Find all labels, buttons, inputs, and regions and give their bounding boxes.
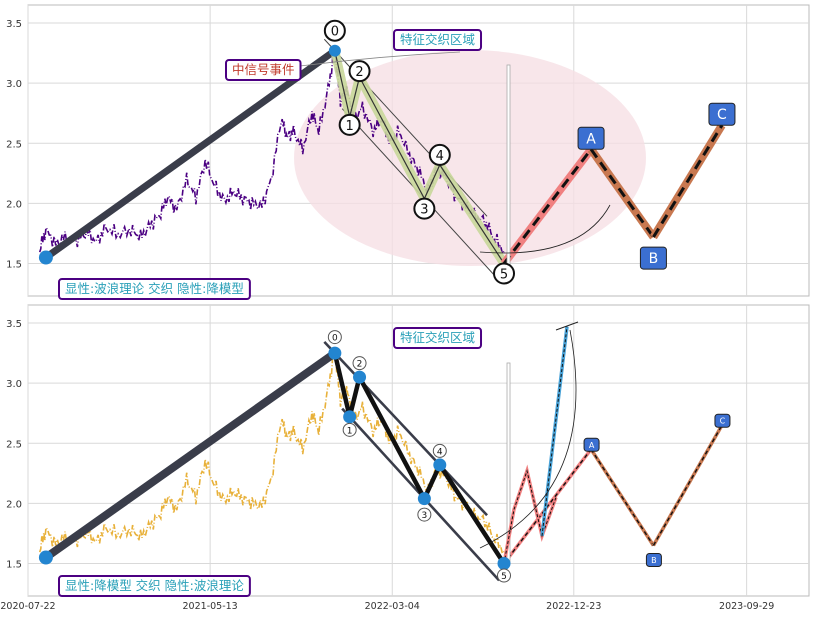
wave-label: 3	[420, 203, 428, 218]
wave-label-circle	[338, 113, 361, 136]
wave-label: 5	[501, 572, 507, 582]
footer-annotation-box	[58, 278, 251, 300]
wave-label: 0	[332, 334, 338, 344]
y-tick-label: 3.0	[6, 379, 22, 390]
event-annotation: 中信号事件	[232, 62, 295, 77]
wave-marker	[433, 458, 447, 472]
wave-line	[332, 352, 506, 565]
wave-marker	[328, 44, 341, 57]
y-tick-label: 3.5	[6, 319, 22, 330]
x-tick-label: 2023-09-29	[719, 601, 774, 612]
y-tick-label: 3.5	[6, 19, 22, 30]
panel-top: 1.5 2.0 2.5 3.0 3.5 0 1 2 3 4 5 A B C 中信号事件 特征交织区域显性:波浪…	[6, 4, 810, 300]
arrow-head	[555, 321, 579, 331]
wave-label: 2	[355, 65, 363, 80]
arrow-arc	[479, 329, 577, 549]
footer-annotation-box	[58, 575, 251, 597]
x-tick-label: 2022-03-04	[365, 601, 420, 612]
zone-pointer	[299, 51, 461, 67]
projection-line	[652, 124, 724, 238]
arrow-arc	[479, 204, 611, 254]
wave-marker	[343, 410, 357, 424]
projection-line	[590, 448, 655, 546]
wave-label-circle	[497, 568, 512, 583]
impulse-segment	[41, 349, 339, 562]
wave-label-circle	[348, 60, 371, 83]
event-annotation-box	[225, 59, 302, 81]
wave-label-circle	[493, 262, 516, 285]
wave-label: 4	[436, 149, 444, 164]
y-tick-label: 2.0	[6, 499, 22, 510]
x-tick-label: 2020-07-22	[0, 601, 55, 612]
wave-marker	[497, 557, 511, 571]
wave-label: 4	[437, 447, 443, 457]
wave-label: 3	[421, 511, 427, 521]
projection-label-box	[645, 552, 662, 567]
projection-label: C	[717, 107, 727, 123]
start-marker	[38, 550, 53, 565]
wave-line	[334, 50, 505, 264]
wave-label: 2	[357, 360, 363, 370]
y-tick-label: 2.0	[6, 199, 22, 210]
wave-label: 5	[500, 268, 508, 283]
zone-annotation-box	[393, 327, 483, 349]
y-tick-label: 2.5	[6, 139, 22, 150]
wave-label-circle	[327, 330, 342, 345]
projection-line	[502, 148, 593, 265]
wave-label-circle	[417, 507, 432, 522]
oscillation-line	[503, 469, 557, 564]
projection-label-box	[639, 246, 667, 270]
projection-label: A	[586, 131, 596, 147]
price-series-line	[38, 348, 505, 556]
projection-label: A	[589, 441, 595, 450]
zone-annotation: 特征交织区域	[400, 330, 475, 345]
footer-annotation: 显性:波浪理论 交织 隐性:降模型	[65, 281, 244, 296]
y-tick-label: 1.5	[6, 260, 22, 271]
zone-annotation: 特征交织区域	[400, 32, 475, 47]
wave-label-circle	[323, 19, 346, 42]
projection-label: C	[720, 417, 726, 426]
plot-content	[38, 38, 726, 281]
wave-label: 1	[346, 119, 354, 134]
projection-label: B	[651, 556, 657, 565]
vertical-marker	[506, 64, 511, 266]
x-tick-label: 2021-05-13	[183, 601, 238, 612]
start-marker	[38, 250, 53, 265]
wave-label-circle	[352, 356, 367, 371]
projection-label-box	[577, 126, 605, 150]
wave-label: 0	[331, 25, 339, 40]
wave-label-circle	[428, 143, 451, 166]
feature-zone-ellipse	[294, 50, 646, 266]
projection-label-box	[708, 102, 736, 126]
footer-annotation: 显性:降模型 交织 隐性:波浪理论	[65, 578, 244, 593]
y-tick-label: 3.0	[6, 79, 22, 90]
projection-line	[589, 148, 655, 238]
projection-label-box	[583, 437, 600, 452]
x-tick-label: 2022-12-23	[546, 601, 601, 612]
wave-marker	[417, 492, 431, 506]
projection-line	[652, 424, 723, 546]
wave-label-circle	[342, 422, 357, 437]
panel-bottom: 1.5 2.0 2.5 3.0 3.5 2020-07-22 2021-05-13 2022-…	[0, 304, 810, 612]
impulse-segment	[42, 47, 339, 262]
wave-marker	[328, 346, 342, 360]
channel-line-upper	[323, 341, 488, 517]
y-tick-label: 2.5	[6, 439, 22, 450]
wave-label: 1	[347, 426, 353, 436]
price-series-line	[38, 48, 505, 256]
wave-label-circle	[413, 197, 436, 220]
wave-label-circle	[432, 443, 447, 458]
y-tick-label: 1.5	[6, 560, 22, 571]
projection-line	[503, 448, 592, 564]
projection-label-box	[714, 413, 731, 428]
zone-annotation-box	[393, 29, 483, 51]
wave-marker	[353, 370, 367, 384]
projection-label: B	[649, 251, 659, 267]
blue-projection-line	[541, 326, 568, 536]
